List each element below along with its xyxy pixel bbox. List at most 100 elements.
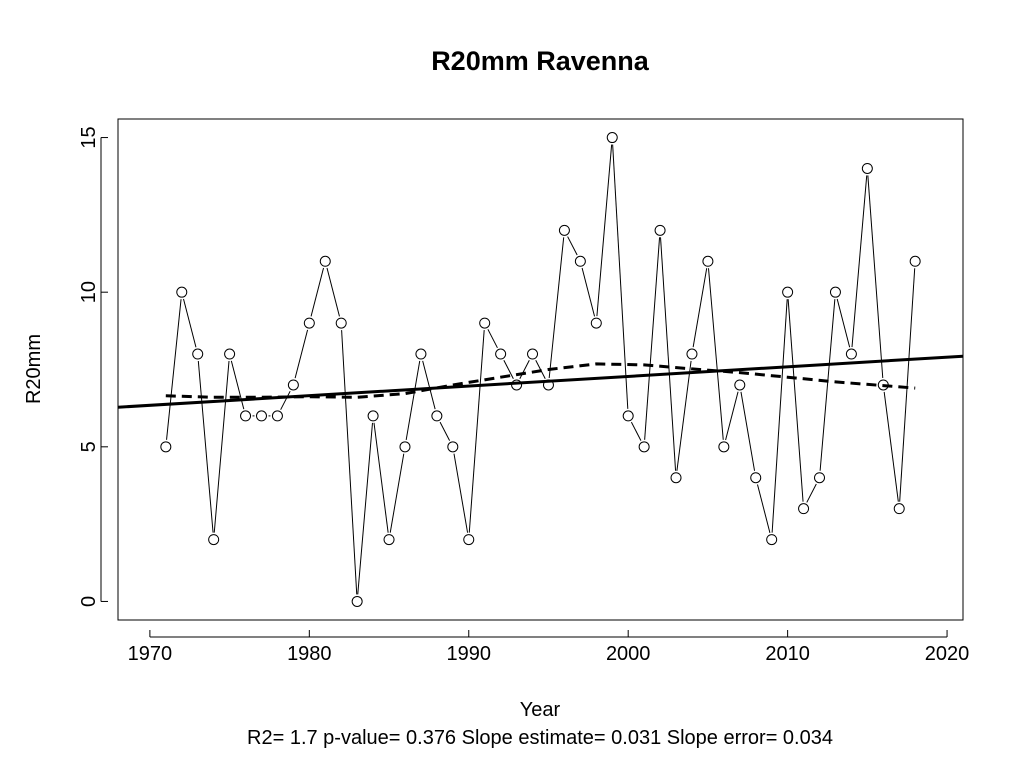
x-tick-label: 1990 [447, 643, 492, 665]
x-tick-label: 2010 [765, 643, 810, 665]
data-point [829, 286, 841, 298]
plot-frame [117, 118, 964, 621]
data-segment [280, 390, 291, 410]
plot-area [117, 132, 964, 607]
data-segment [519, 360, 530, 379]
data-point [192, 348, 204, 360]
data-segment [756, 484, 771, 533]
data-segment [836, 298, 851, 348]
data-segment [676, 360, 692, 471]
data-segment [771, 299, 788, 533]
data-segment [453, 453, 469, 533]
stats-footer: R2= 1.7 p-value= 0.376 Slope estimate= 0… [247, 727, 833, 749]
data-point [367, 410, 379, 422]
x-tick-label: 1970 [128, 643, 173, 665]
data-segment [867, 175, 884, 379]
data-segment [183, 298, 197, 348]
data-point [319, 255, 331, 267]
x-tick-label: 2000 [606, 643, 651, 665]
data-segment [439, 421, 451, 441]
data-segment [503, 360, 514, 379]
data-point [798, 503, 810, 515]
data-point [622, 410, 634, 422]
data-point [479, 317, 491, 329]
axes: 1970 1980 1990 2000 2010 2020 0 5 10 15 [78, 126, 969, 665]
data-point [527, 348, 539, 360]
data-point [399, 441, 411, 453]
data-point [702, 255, 714, 267]
chart-title: R20mm Ravenna [431, 46, 650, 76]
data-segment [851, 175, 868, 348]
data-segment [548, 237, 565, 379]
data-point [654, 224, 666, 236]
data-segment [166, 299, 182, 440]
data-point [431, 410, 443, 422]
data-segment [883, 391, 899, 502]
data-point [303, 317, 315, 329]
data-point [606, 132, 618, 144]
data-segment [357, 422, 373, 595]
x-axis-label: Year [520, 699, 561, 721]
data-segment [326, 267, 340, 317]
data-segment [644, 237, 661, 440]
x-tick-label: 1980 [287, 643, 332, 665]
data-point [240, 410, 252, 422]
data-segment [787, 299, 804, 502]
data-point [893, 503, 905, 515]
data-point [208, 534, 220, 546]
data-point [176, 286, 188, 298]
data-segment [567, 236, 578, 256]
data-segment [819, 299, 836, 471]
data-segment [405, 360, 421, 441]
y-tick-label: 5 [78, 441, 100, 452]
y-tick-label: 15 [78, 126, 100, 148]
data-point [271, 410, 283, 422]
data-segment [197, 360, 214, 533]
data-point [574, 255, 586, 267]
data-segment [422, 360, 436, 410]
data-point [734, 379, 746, 391]
data-segment [596, 144, 613, 317]
data-segment [612, 144, 629, 409]
data-segment [692, 268, 708, 348]
data-segment [660, 237, 677, 471]
data-segment [581, 267, 596, 317]
x-tick-label: 2020 [925, 643, 970, 665]
data-point [224, 348, 236, 360]
data-segment [310, 267, 325, 317]
smooth-line [165, 362, 916, 399]
data-point [766, 534, 778, 546]
y-tick-label: 10 [78, 281, 100, 303]
data-segment [806, 483, 817, 503]
data-point [861, 162, 873, 174]
data-segment [294, 329, 309, 379]
data-segment [487, 329, 498, 349]
data-segment [630, 421, 642, 441]
data-point [750, 472, 762, 484]
data-point [558, 224, 570, 236]
data-point [845, 348, 857, 360]
data-point [383, 534, 395, 546]
data-segment [899, 268, 916, 502]
data-point [670, 472, 682, 484]
data-segment [468, 330, 485, 533]
data-point [255, 410, 267, 422]
data-point [814, 472, 826, 484]
data-segment [230, 360, 245, 410]
trend-line [117, 354, 964, 409]
data-segment [740, 391, 756, 471]
data-segment [708, 268, 724, 440]
data-point [335, 317, 347, 329]
data-point [638, 441, 650, 453]
y-tick-label: 0 [78, 596, 100, 607]
data-segment [341, 330, 358, 595]
data-segment [213, 360, 230, 533]
data-point [495, 348, 507, 360]
data-point [782, 286, 794, 298]
data-point [447, 441, 459, 453]
data-point [287, 379, 299, 391]
data-segment [725, 391, 739, 441]
data-point [909, 255, 921, 267]
data-point [463, 534, 475, 546]
